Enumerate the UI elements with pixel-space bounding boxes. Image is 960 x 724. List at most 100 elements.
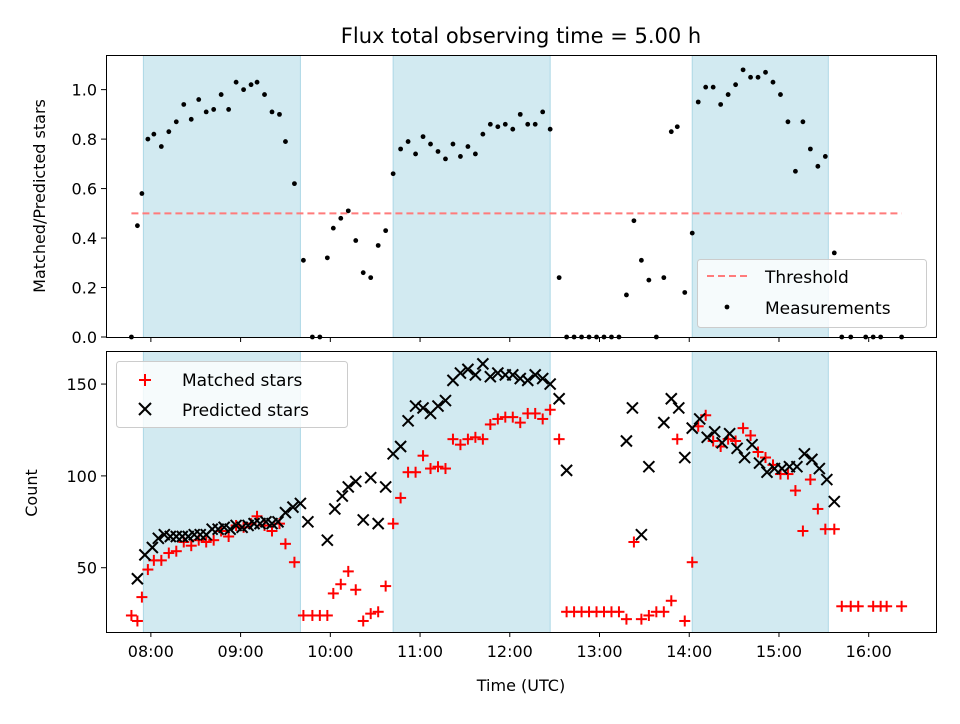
- y-tick-label: 0.0: [72, 328, 97, 347]
- shaded-interval: [692, 351, 829, 632]
- matched-star-point: [745, 429, 757, 441]
- bottom-legend: Matched stars Predicted stars: [116, 361, 348, 428]
- predicted-star-point: [620, 434, 633, 448]
- measurement-point: [646, 277, 652, 283]
- matched-star-point: [492, 413, 504, 425]
- predicted-star-point: [753, 456, 766, 470]
- measurement-point: [218, 92, 224, 97]
- matched-star-point: [665, 595, 677, 607]
- matched-star-point: [686, 556, 698, 568]
- matched-star-point: [613, 606, 625, 618]
- predicted-star-point: [657, 416, 671, 429]
- matched-star-point: [142, 564, 154, 576]
- measurement-point: [398, 146, 404, 152]
- chart-title: Flux total observing time = 5.00 h: [341, 24, 701, 48]
- measurement-point: [695, 99, 701, 105]
- measurement-point: [800, 119, 806, 125]
- matched-star-point: [881, 600, 893, 612]
- predicted-star-point: [152, 532, 165, 545]
- matched-star-point: [643, 609, 655, 621]
- x-tick-label: 13:00: [576, 642, 622, 661]
- measurement-point: [748, 74, 753, 80]
- predicted-star-point: [461, 363, 475, 376]
- x-axis-label: Time (UTC): [476, 676, 565, 695]
- predicted-star-point: [379, 480, 392, 494]
- matched-star-point: [365, 608, 377, 620]
- y-tick-label: 150: [66, 375, 97, 394]
- measurement-point: [345, 208, 351, 214]
- predicted-legend-label: Predicted stars: [182, 401, 309, 421]
- predicted-star-point: [738, 451, 751, 464]
- predicted-star-point: [665, 392, 678, 405]
- measurement-point: [428, 141, 433, 147]
- matched-star-point: [425, 463, 437, 475]
- bottom-x-ticks: 08:00 09:00 10:00 11:00 12:00 13:00 14:00 15:00…: [128, 632, 892, 661]
- shaded-interval: [393, 351, 551, 632]
- predicted-star-point: [514, 372, 527, 385]
- matched-star-point: [760, 452, 772, 464]
- measurements-legend-marker: [724, 304, 730, 310]
- predicted-star-point: [529, 368, 542, 382]
- matched-star-point: [279, 538, 291, 550]
- count-points: [125, 357, 908, 627]
- x-tick-label: 08:00: [128, 642, 174, 661]
- top-y-axis-label: Matched/Predicted stars: [30, 99, 49, 293]
- predicted-star-point: [678, 451, 691, 464]
- measurement-point: [487, 121, 493, 127]
- predicted-star-point: [813, 462, 826, 475]
- measurement-points: [129, 67, 905, 340]
- matched-star-point: [730, 435, 742, 447]
- measurement-point: [292, 181, 297, 187]
- predicted-star-point: [790, 460, 804, 473]
- measurement-point: [770, 79, 776, 85]
- measurement-point: [638, 257, 644, 263]
- matched-star-point: [327, 587, 339, 599]
- measurement-point: [525, 121, 531, 127]
- matched-star-point: [797, 525, 809, 537]
- measurement-point: [458, 154, 463, 159]
- measurements-legend-label: Measurements: [765, 299, 891, 319]
- measurement-point: [718, 102, 724, 107]
- measurement-point: [368, 275, 374, 281]
- predicted-star-point: [286, 500, 300, 514]
- matched-star-point: [387, 518, 399, 530]
- measurement-point: [793, 168, 798, 174]
- matched-star-point: [185, 540, 197, 552]
- measurement-point: [283, 139, 288, 144]
- predicted-star-point: [484, 370, 497, 383]
- predicted-star-point: [828, 495, 841, 508]
- predicted-star-point: [131, 572, 144, 585]
- y-tick-label: 0.6: [72, 180, 97, 199]
- matched-star-point: [462, 433, 474, 445]
- measurement-point: [413, 151, 418, 157]
- bottom-y-axis-label: Count: [22, 469, 41, 517]
- matched-star-point: [170, 545, 182, 557]
- matched-star-point: [553, 433, 565, 445]
- x-tick-label: 15:00: [756, 642, 802, 661]
- top-y-ticks: 0.0 0.2 0.4 0.6 0.8 1.0: [72, 81, 106, 347]
- matched-star-point: [715, 441, 727, 453]
- measurement-point: [173, 119, 179, 125]
- measurement-point: [480, 131, 486, 137]
- measurement-point: [540, 109, 546, 115]
- measurement-point: [277, 111, 282, 117]
- predicted-star-point: [798, 447, 811, 461]
- predicted-star-point: [708, 425, 721, 439]
- matched-star-point: [679, 615, 691, 627]
- predicted-star-point: [469, 368, 482, 382]
- matched-star-point: [417, 450, 429, 462]
- predicted-star-point: [279, 506, 292, 519]
- measurement-point: [360, 270, 366, 276]
- predicted-star-point: [775, 462, 789, 475]
- measurement-point: [785, 119, 791, 125]
- x-tick-label: 14:00: [666, 642, 712, 661]
- matched-star-point: [125, 609, 137, 621]
- matched-star-point: [131, 615, 143, 627]
- measurement-point: [624, 292, 629, 298]
- shaded-interval: [143, 55, 301, 337]
- measurement-point: [510, 126, 516, 132]
- matched-star-point: [335, 578, 347, 590]
- y-tick-label: 1.0: [72, 81, 97, 100]
- measurement-point: [262, 92, 267, 97]
- measurement-point: [435, 149, 441, 154]
